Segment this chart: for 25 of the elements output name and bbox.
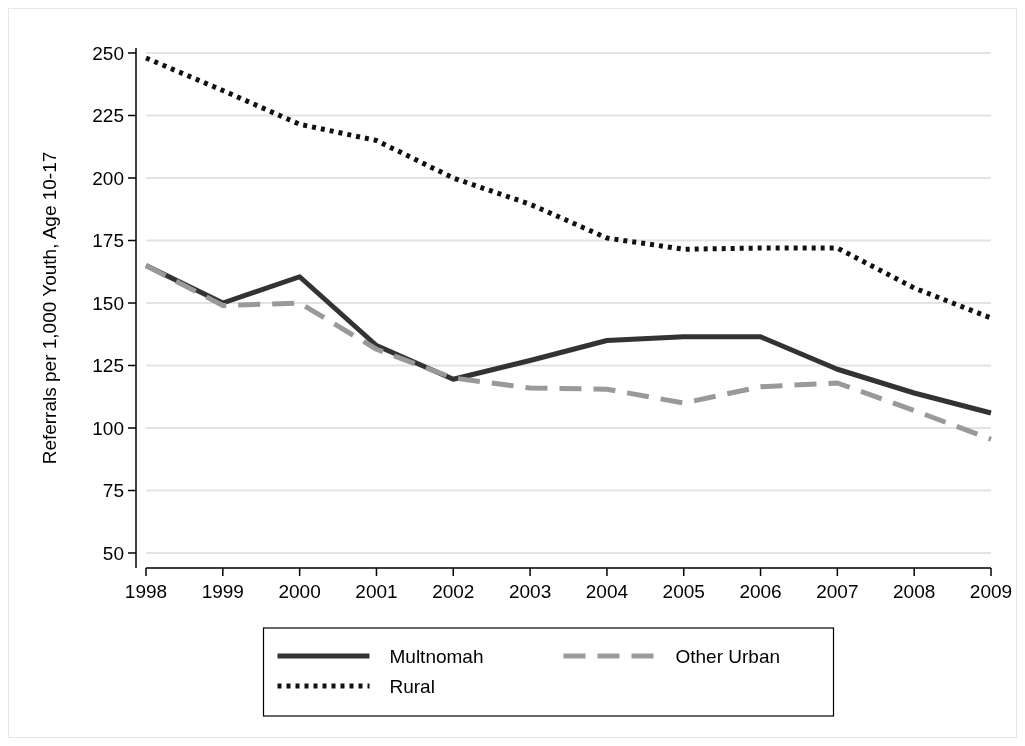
y-tick-label: 250 [92,42,124,64]
x-tick-label: 2006 [739,581,782,602]
x-tick-label: 2009 [969,581,1013,602]
y-tick-label: 75 [102,480,124,502]
x-tick-label: 2007 [816,581,859,602]
y-tick-label: 100 [92,417,124,439]
y-tick-label: 125 [92,355,124,377]
y-tick-label: 50 [102,542,124,564]
x-tick-label: 1998 [124,581,168,602]
x-tick-label: 2005 [662,581,705,602]
y-axis-title: Referrals per 1,000 Youth, Age 10-17 [39,151,60,465]
legend-label: Multnomah [389,645,484,667]
y-tick-label: 225 [92,105,124,127]
x-tick-label: 2002 [432,581,475,602]
x-tick-label: 2003 [508,581,552,602]
y-tick-label: 200 [92,167,124,189]
x-tick-label: 2000 [278,581,321,602]
legend-label: Rural [389,675,435,697]
x-tick-label: 2008 [893,581,936,602]
x-tick-label: 2004 [585,581,629,602]
legend-label: Other Urban [675,645,781,667]
y-tick-label: 175 [92,230,124,252]
x-tick-label: 2001 [355,581,398,602]
x-tick-label: 1999 [201,581,244,602]
y-tick-label: 150 [92,292,124,314]
